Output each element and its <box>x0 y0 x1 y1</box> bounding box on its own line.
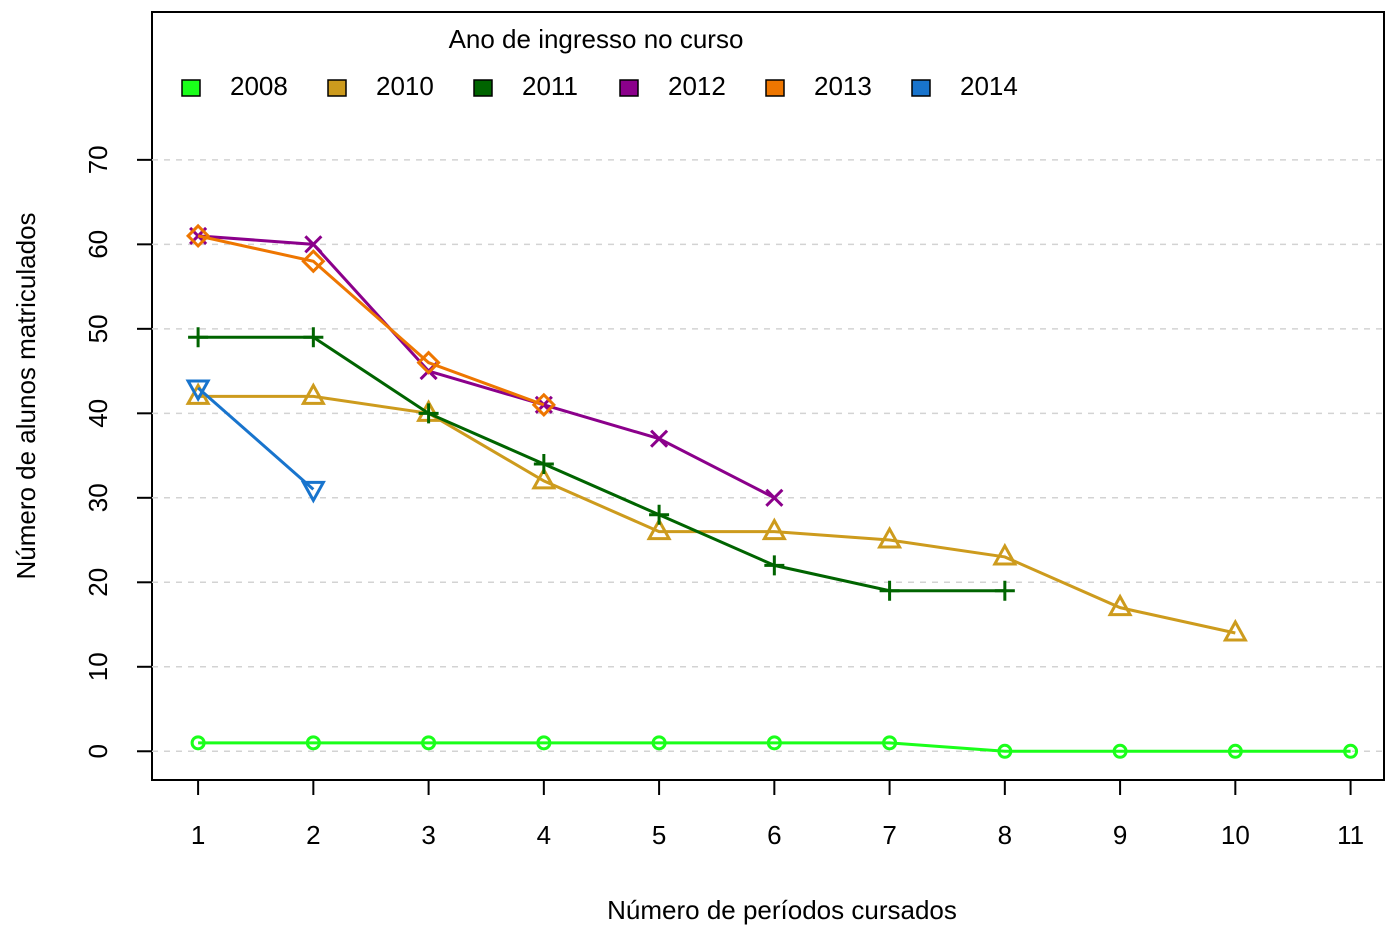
x-tick-label: 3 <box>421 820 435 850</box>
legend-swatch <box>327 79 347 97</box>
point <box>997 743 1013 759</box>
point <box>765 488 784 507</box>
point <box>1112 743 1128 759</box>
series-line <box>197 234 545 407</box>
legend-swatch <box>619 79 639 97</box>
point <box>877 525 903 549</box>
x-tick-label: 7 <box>882 820 896 850</box>
point <box>536 735 552 751</box>
point <box>305 735 321 751</box>
point <box>188 327 209 348</box>
point <box>879 580 900 601</box>
point <box>304 235 323 254</box>
point <box>300 480 326 504</box>
y-tick-label: 0 <box>83 744 113 758</box>
x-tick-label: 2 <box>306 820 320 850</box>
x-tick-label: 5 <box>652 820 666 850</box>
legend-title: Ano de ingresso no curso <box>449 24 744 54</box>
plot-frame <box>151 11 1385 781</box>
point <box>303 327 324 348</box>
point <box>416 350 441 375</box>
point <box>531 466 557 490</box>
legend-label: 2008 <box>230 71 288 101</box>
y-tick-label: 60 <box>83 230 113 259</box>
point <box>994 580 1015 601</box>
point <box>651 735 667 751</box>
x-tick-label: 8 <box>998 820 1012 850</box>
point <box>764 555 785 576</box>
y-tick-label: 20 <box>83 568 113 597</box>
x-tick-label: 11 <box>1337 820 1364 850</box>
point <box>882 735 898 751</box>
point <box>1222 618 1248 642</box>
legend-swatch <box>911 79 931 97</box>
point <box>766 735 782 751</box>
legend-swatch <box>765 79 785 97</box>
point <box>1343 743 1359 759</box>
series-line <box>197 234 776 500</box>
legend-label: 2011 <box>522 71 578 101</box>
y-tick-label: 10 <box>83 652 113 681</box>
legend-label: 2013 <box>814 71 872 101</box>
point <box>185 382 211 405</box>
legend-swatch <box>473 79 493 97</box>
point <box>185 223 211 249</box>
x-tick-label: 1 <box>191 820 205 850</box>
legend-label: 2010 <box>376 71 434 101</box>
y-axis-label: Número de alunos matriculados <box>11 212 41 579</box>
point <box>650 429 669 448</box>
y-tick-label: 30 <box>83 483 113 512</box>
y-tick-label: 70 <box>83 145 113 174</box>
legend-label: 2012 <box>668 71 726 101</box>
point <box>190 735 206 751</box>
x-axis-label: Número de períodos cursados <box>607 895 957 925</box>
point <box>1107 593 1133 617</box>
y-tick-label: 50 <box>83 314 113 343</box>
y-tick-label: 40 <box>83 399 113 428</box>
point <box>421 735 437 751</box>
point <box>531 392 556 417</box>
point <box>533 454 554 475</box>
point <box>992 542 1018 566</box>
legend-swatch <box>181 79 201 97</box>
point <box>646 517 672 541</box>
point <box>649 504 670 525</box>
x-tick-label: 10 <box>1221 820 1250 850</box>
legend-label: 2014 <box>960 71 1018 101</box>
point <box>761 517 787 541</box>
point <box>301 249 326 274</box>
x-tick-label: 6 <box>767 820 781 850</box>
series-line <box>198 335 1005 593</box>
series-line <box>198 741 1351 753</box>
point <box>1227 743 1243 759</box>
series-line <box>198 394 1236 635</box>
x-tick-label: 4 <box>537 820 551 850</box>
point <box>418 403 439 424</box>
series-line <box>197 386 315 491</box>
x-tick-label: 9 <box>1113 820 1127 850</box>
point <box>300 382 326 405</box>
point <box>185 379 211 403</box>
